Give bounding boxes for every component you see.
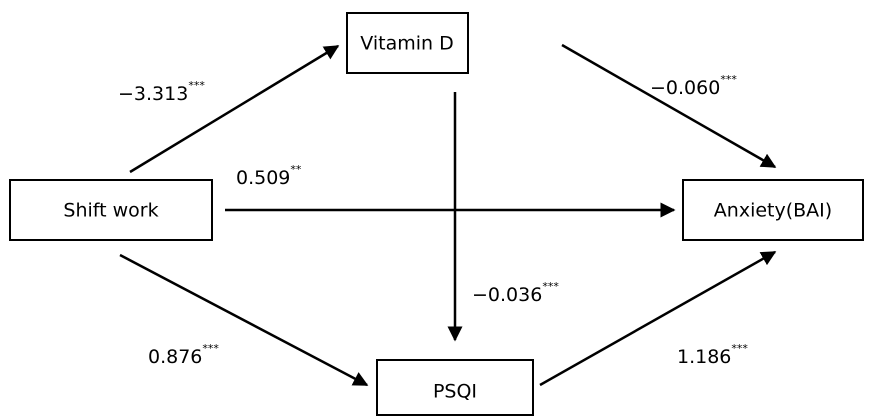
coefficient: 0.509	[236, 167, 290, 189]
significance: **	[290, 163, 302, 176]
significance: ***	[542, 280, 559, 293]
significance: ***	[720, 73, 737, 86]
arrow	[119, 253, 369, 387]
significance: ***	[202, 342, 219, 355]
coefficient: 0.876	[148, 346, 202, 368]
edge-label: 0.509**	[236, 163, 302, 189]
node-label: Anxiety(BAI)	[714, 200, 832, 222]
node-box	[376, 359, 534, 416]
edge-label: 0.876***	[148, 342, 219, 368]
node-label: Shift work	[63, 200, 158, 222]
edge-label: 1.186***	[677, 342, 748, 368]
edge-label: −3.313***	[118, 79, 205, 105]
coefficient: −0.060	[650, 77, 720, 99]
node-label: PSQI	[433, 381, 477, 403]
node-box	[9, 179, 213, 241]
arrow	[129, 44, 340, 174]
coefficient: −0.036	[472, 284, 542, 306]
arrow	[539, 250, 777, 387]
edge-label: −0.036***	[472, 280, 559, 306]
coefficient: 1.186	[677, 346, 731, 368]
arrow	[561, 43, 777, 169]
significance: ***	[188, 79, 205, 92]
edge-label: −0.060***	[650, 73, 737, 99]
node-box	[682, 179, 864, 241]
coefficient: −3.313	[118, 83, 188, 105]
node-box	[346, 12, 469, 74]
significance: ***	[731, 342, 748, 355]
node-label: Vitamin D	[360, 33, 453, 55]
